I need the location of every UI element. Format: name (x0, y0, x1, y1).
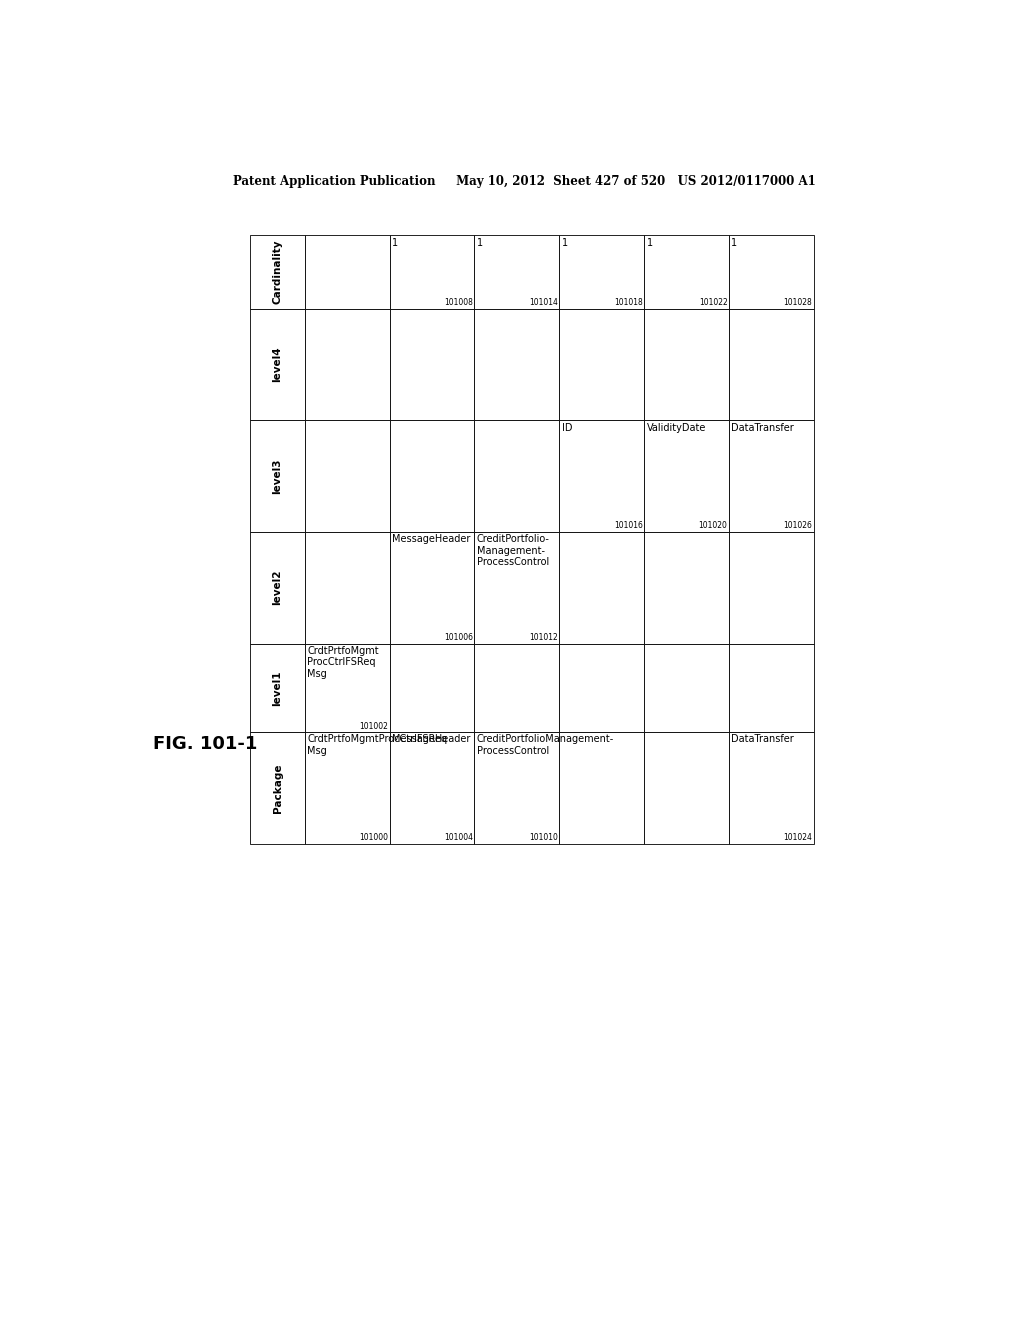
Bar (729, 420, 814, 532)
Bar (559, 420, 644, 532)
Text: 1: 1 (646, 238, 652, 248)
Text: MessageHeader: MessageHeader (392, 535, 470, 544)
Text: 101002: 101002 (359, 722, 388, 730)
Bar (644, 532, 729, 644)
Bar (644, 420, 729, 532)
Bar (251, 309, 305, 420)
Text: level1: level1 (272, 671, 283, 705)
Bar (251, 532, 305, 644)
Bar (251, 733, 305, 843)
Text: 1: 1 (477, 238, 483, 248)
Text: 101004: 101004 (443, 833, 473, 842)
Bar (559, 235, 644, 309)
Text: DataTransfer: DataTransfer (731, 734, 794, 744)
Text: 101010: 101010 (528, 833, 558, 842)
Text: 101000: 101000 (359, 833, 388, 842)
Bar (305, 309, 389, 420)
Bar (474, 309, 559, 420)
Text: 101024: 101024 (783, 833, 812, 842)
Bar (729, 644, 814, 733)
Text: 101022: 101022 (698, 298, 727, 308)
Text: 1: 1 (731, 238, 737, 248)
Bar (251, 644, 305, 733)
Bar (729, 235, 814, 309)
Text: 101008: 101008 (444, 298, 473, 308)
Text: CrdtPrtfoMgmt
ProcCtrlFSReq
Msg: CrdtPrtfoMgmt ProcCtrlFSReq Msg (307, 645, 379, 678)
Text: FIG. 101-1: FIG. 101-1 (154, 735, 258, 752)
Bar (389, 644, 474, 733)
Bar (729, 309, 814, 420)
Bar (729, 532, 814, 644)
Text: level2: level2 (272, 570, 283, 606)
Text: 101020: 101020 (698, 521, 727, 531)
Bar (389, 733, 474, 843)
Bar (305, 532, 389, 644)
Text: MessageHeader: MessageHeader (392, 734, 470, 744)
Text: Cardinality: Cardinality (272, 240, 283, 304)
Text: CreditPortfolioManagement-
ProcessControl: CreditPortfolioManagement- ProcessContro… (477, 734, 614, 756)
Text: level3: level3 (272, 458, 283, 494)
Bar (559, 309, 644, 420)
Text: CrdtPrtfoMgmtProcCtrlFSReq
Msg: CrdtPrtfoMgmtProcCtrlFSReq Msg (307, 734, 447, 756)
Text: 1: 1 (561, 238, 567, 248)
Text: 101016: 101016 (613, 521, 643, 531)
Bar (251, 420, 305, 532)
Bar (729, 733, 814, 843)
Bar (305, 420, 389, 532)
Text: ID: ID (561, 422, 572, 433)
Bar (251, 235, 305, 309)
Bar (389, 420, 474, 532)
Text: Patent Application Publication     May 10, 2012  Sheet 427 of 520   US 2012/0117: Patent Application Publication May 10, 2… (233, 176, 816, 187)
Bar (644, 235, 729, 309)
Text: 101012: 101012 (529, 634, 558, 642)
Bar (389, 309, 474, 420)
Text: DataTransfer: DataTransfer (731, 422, 794, 433)
Bar (474, 532, 559, 644)
Bar (305, 733, 389, 843)
Bar (389, 235, 474, 309)
Bar (644, 644, 729, 733)
Bar (644, 733, 729, 843)
Bar (305, 235, 389, 309)
Text: 101018: 101018 (613, 298, 643, 308)
Text: 101026: 101026 (783, 521, 812, 531)
Bar (474, 644, 559, 733)
Bar (474, 733, 559, 843)
Bar (559, 644, 644, 733)
Text: 1: 1 (392, 238, 398, 248)
Bar (644, 309, 729, 420)
Text: 101006: 101006 (443, 634, 473, 642)
Bar (559, 532, 644, 644)
Bar (305, 644, 389, 733)
Text: level4: level4 (272, 347, 283, 383)
Bar (474, 420, 559, 532)
Text: 101028: 101028 (783, 298, 812, 308)
Text: CreditPortfolio-
Management-
ProcessControl: CreditPortfolio- Management- ProcessCont… (477, 535, 550, 568)
Text: 101014: 101014 (528, 298, 558, 308)
Text: Package: Package (272, 763, 283, 813)
Text: ValidityDate: ValidityDate (646, 422, 706, 433)
Bar (474, 235, 559, 309)
Bar (389, 532, 474, 644)
Bar (559, 733, 644, 843)
